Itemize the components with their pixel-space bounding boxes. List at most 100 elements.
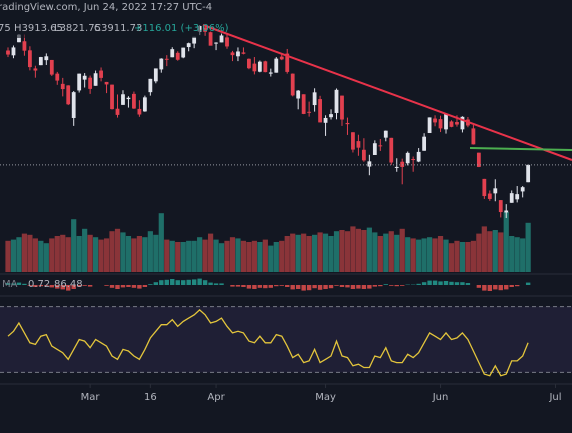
- volume-bar: [10, 239, 17, 272]
- candle-body: [400, 161, 405, 167]
- volume-bar: [120, 232, 126, 272]
- candle-body: [186, 43, 191, 48]
- volume-bar: [87, 234, 93, 272]
- macd-bar: [504, 285, 509, 290]
- candle-body: [104, 81, 109, 85]
- volume-bar: [509, 236, 515, 272]
- candle-body: [394, 166, 399, 168]
- macd-bar: [476, 285, 482, 288]
- volume-bar: [131, 238, 137, 272]
- macd-bar: [427, 280, 432, 285]
- candle-body: [498, 200, 503, 213]
- candle-body: [411, 159, 416, 161]
- macd-bar: [44, 285, 49, 286]
- volume-bar: [344, 231, 351, 272]
- macd-bar: [159, 280, 164, 285]
- macd-bar: [115, 285, 120, 289]
- candle-body: [351, 132, 355, 150]
- volume-bar: [191, 240, 197, 272]
- macd-bar: [367, 285, 372, 289]
- volume-bar: [257, 242, 263, 272]
- macd-bar: [241, 285, 246, 287]
- macd-bar: [465, 283, 471, 285]
- macd-bar: [356, 285, 361, 289]
- volume-bar: [186, 240, 192, 272]
- ohlc-change: +116.01 (+3.06%): [134, 23, 229, 34]
- volume-bar: [361, 230, 367, 272]
- volume-bar: [158, 213, 164, 272]
- macd-bar: [432, 280, 438, 285]
- macd-bar: [120, 285, 126, 288]
- volume-bar: [366, 227, 372, 272]
- volume-bar: [218, 243, 225, 272]
- volume-bar: [92, 237, 99, 272]
- x-tick-label: Jul: [548, 392, 561, 403]
- volume-bar: [224, 240, 230, 272]
- indicator-value: 0.72: [28, 279, 50, 290]
- volume-bar: [432, 238, 438, 272]
- volume-bar: [372, 232, 378, 272]
- volume-bar: [290, 233, 296, 272]
- volume-bar: [383, 233, 389, 272]
- x-tick-label: Mar: [81, 392, 101, 403]
- candle-body: [247, 58, 251, 69]
- candle-body: [318, 99, 322, 123]
- candle-body: [225, 37, 229, 47]
- volume-bar: [49, 238, 55, 272]
- candle-body: [77, 73, 82, 91]
- volume-bar: [481, 226, 487, 272]
- macd-bar: [263, 285, 268, 289]
- volume-bar: [169, 240, 175, 272]
- x-tick-label: Apr: [207, 392, 225, 403]
- ohlc-low: L3821.75: [54, 23, 101, 34]
- macd-bar: [131, 285, 137, 288]
- candle-body: [405, 152, 410, 164]
- macd-bar: [257, 285, 263, 288]
- macd-bar: [460, 282, 465, 285]
- candle-body: [22, 41, 27, 51]
- macd-bar: [317, 285, 323, 290]
- candle-body: [334, 89, 339, 113]
- macd-bar: [509, 285, 514, 287]
- x-tick-label: Jun: [432, 392, 449, 403]
- trend-line: [202, 24, 572, 161]
- candle-body: [296, 90, 301, 99]
- volume-bar: [43, 243, 49, 272]
- volume-bar: [147, 231, 153, 272]
- candle-body: [82, 75, 87, 80]
- volume-bar: [175, 242, 181, 272]
- volume-bar: [459, 242, 466, 272]
- macd-bar: [394, 285, 399, 287]
- macd-bar: [295, 285, 301, 289]
- macd-bar: [454, 282, 460, 285]
- macd-bar: [66, 285, 71, 291]
- volume-bar: [235, 238, 241, 272]
- candle-body: [93, 73, 98, 86]
- candle-body: [88, 77, 93, 89]
- candle-body: [219, 35, 224, 43]
- volume-bar: [180, 242, 186, 272]
- macd-bar: [235, 285, 241, 287]
- volume-bar: [27, 234, 33, 272]
- volume-bar: [465, 242, 471, 272]
- macd-bar: [285, 285, 290, 287]
- candle-body: [268, 72, 273, 74]
- macd-bar: [164, 279, 169, 285]
- volume-bar: [268, 245, 274, 272]
- candle-body: [126, 97, 131, 100]
- volume-bar: [229, 237, 236, 272]
- macd-bar: [361, 285, 367, 289]
- volume-bar: [213, 239, 219, 272]
- candle-body: [175, 52, 180, 60]
- macd-bar: [213, 283, 219, 285]
- candle-body: [33, 68, 38, 71]
- macd-bar: [400, 285, 405, 286]
- candle-body: [142, 97, 147, 112]
- volume-bar: [65, 237, 71, 272]
- macd-bar: [186, 279, 191, 285]
- volume-bar: [525, 222, 531, 272]
- macd-bar: [493, 285, 498, 290]
- volume-bar: [503, 212, 509, 272]
